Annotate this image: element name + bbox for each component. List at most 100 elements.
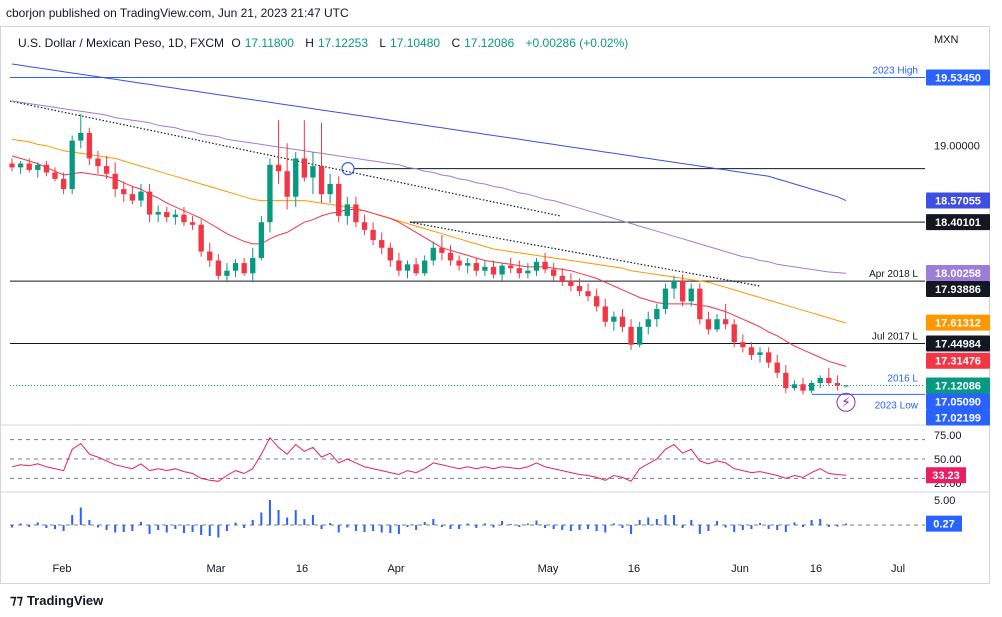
- hist-bar: [389, 525, 392, 533]
- price-badge: 17.31476: [926, 352, 990, 369]
- hist-bar: [440, 525, 443, 527]
- candle: [705, 311, 712, 335]
- hist-bar: [827, 525, 830, 527]
- price-badge-label: 17.61312: [935, 318, 981, 330]
- lightning-ring: [836, 392, 856, 412]
- hist-bar: [71, 515, 74, 525]
- price-badge-bg: [926, 264, 990, 281]
- candle-body: [310, 166, 316, 178]
- candle-body: [783, 372, 789, 389]
- price-badge-bg: [926, 69, 990, 86]
- candle-body: [593, 296, 600, 307]
- candle: [482, 260, 488, 276]
- price-pane: 2023 High Apr 2018 L Jul 2017 L 2016 L 2023 …: [1, 63, 989, 493]
- hist-bar: [105, 525, 108, 530]
- candle-body: [465, 263, 471, 266]
- price-badge: 18.40101: [926, 214, 990, 231]
- hist-bar: [724, 525, 727, 528]
- hist-bar: [286, 517, 289, 525]
- hist-bar: [750, 525, 753, 529]
- trendline-dotted-1: [9, 100, 561, 217]
- hist-bar: [243, 525, 246, 528]
- candle: [671, 275, 677, 299]
- candle-body: [301, 158, 307, 178]
- price-badge: 17.44984: [926, 335, 990, 352]
- candle: [508, 257, 514, 274]
- level-label-0: 2023 High: [872, 65, 918, 76]
- candle-body: [533, 261, 540, 271]
- footer-brand[interactable]: ⁊⁊ TradingView: [10, 592, 103, 608]
- candle: [559, 268, 565, 287]
- time-axis-label: 16: [628, 563, 640, 575]
- candle-body: [551, 269, 557, 276]
- hist-bar: [647, 517, 650, 525]
- candle: [9, 158, 15, 172]
- candle-body: [447, 252, 454, 261]
- price-badge-bg: [926, 280, 990, 297]
- sma200-line: [11, 63, 847, 202]
- candle-body: [662, 288, 669, 309]
- candle: [387, 242, 393, 267]
- hist-bar: [655, 519, 658, 525]
- candle-body: [774, 362, 780, 373]
- candle-body: [60, 178, 67, 190]
- price-badge-bg: [926, 393, 990, 410]
- candle: [60, 172, 67, 195]
- hist-bar: [200, 525, 203, 535]
- hist-bar: [157, 525, 160, 530]
- candle: [129, 186, 136, 205]
- candle: [353, 196, 359, 228]
- candle-body: [26, 163, 32, 170]
- sma20-line: [11, 155, 847, 367]
- rsi-badge-label: 33.23: [932, 470, 960, 482]
- candle: [422, 255, 428, 276]
- time-axis-label: Mar: [207, 563, 226, 575]
- hist-bar: [346, 525, 349, 528]
- candle-body: [327, 183, 333, 195]
- hist-bar: [363, 525, 366, 532]
- candle: [456, 255, 462, 271]
- candle: [714, 314, 720, 332]
- hist-bar: [595, 525, 598, 531]
- candle: [241, 257, 247, 276]
- candle: [112, 162, 118, 197]
- hist-bar: [707, 525, 710, 531]
- candle: [258, 215, 265, 261]
- candle: [181, 206, 187, 227]
- candle-body: [353, 204, 359, 223]
- legend-change: +0.00286 (+0.02%): [525, 36, 629, 50]
- hist-bar: [552, 525, 555, 529]
- hist-bar: [612, 523, 615, 525]
- candle-body: [705, 319, 712, 330]
- hist-bar: [681, 525, 684, 528]
- candle: [327, 173, 333, 204]
- price-badge-bg: [926, 377, 990, 394]
- candle-body: [52, 172, 58, 179]
- hist-bar: [466, 523, 469, 525]
- lightning-icon: ⚡: [841, 395, 851, 411]
- candle: [52, 167, 58, 182]
- candle: [525, 263, 531, 279]
- candle-body: [636, 326, 643, 345]
- candle: [396, 252, 402, 276]
- candle: [301, 120, 307, 182]
- candle-body: [146, 191, 153, 215]
- candle: [740, 334, 746, 353]
- candle: [645, 311, 651, 335]
- hist-bar: [544, 525, 547, 528]
- level-label-2: Jul 2017 L: [872, 331, 919, 342]
- hist-bar: [518, 525, 521, 527]
- candle: [662, 283, 669, 315]
- candle: [619, 309, 626, 332]
- candle: [250, 247, 256, 283]
- candle-body: [413, 264, 419, 274]
- candle: [284, 143, 290, 210]
- hist-bar: [569, 525, 572, 531]
- level-label-4: 2023 Low: [875, 400, 919, 411]
- candle-body: [35, 164, 41, 170]
- hist-bar: [225, 525, 228, 531]
- candle-body: [826, 377, 832, 383]
- price-badge: 18.00258: [926, 264, 990, 281]
- candle-body: [189, 222, 196, 225]
